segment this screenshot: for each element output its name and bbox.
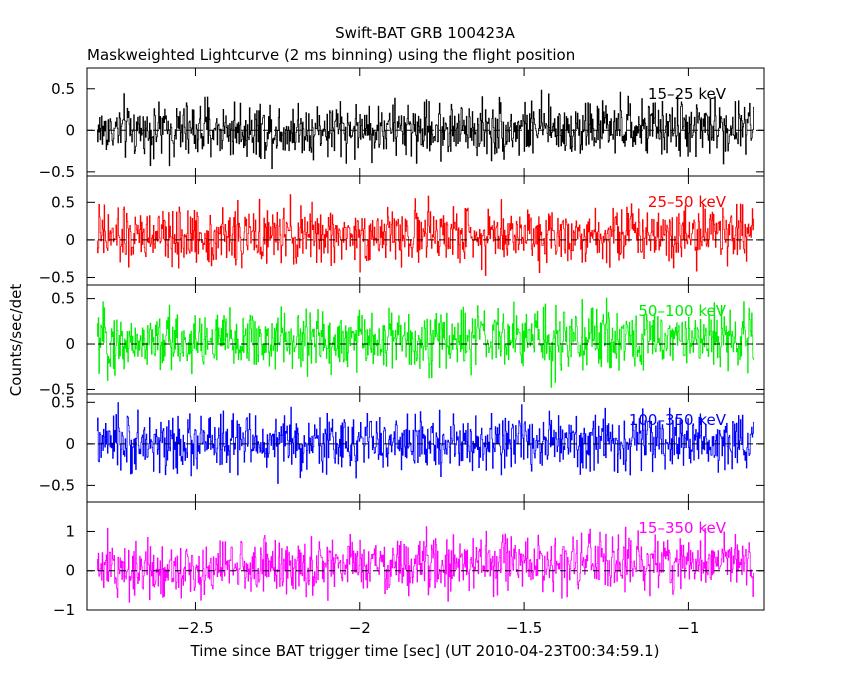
panel-4: −0.5 0 0.5 100–350 keV bbox=[39, 393, 765, 503]
x-tick-label: −1 bbox=[677, 619, 699, 637]
panel-2: −0.5 0 0.5 25–50 keV bbox=[39, 175, 765, 286]
band-label: 15–350 keV bbox=[638, 519, 726, 537]
panel-1: −0.5 0 0.5 15–25 keV bbox=[39, 67, 765, 181]
series-line-4 bbox=[96, 402, 755, 484]
y-tick-label: 1 bbox=[65, 522, 75, 540]
x-axis-label: Time since BAT trigger time [sec] (UT 20… bbox=[190, 642, 660, 660]
y-tick-label: −1 bbox=[53, 601, 75, 619]
y-tick-label: −0.5 bbox=[39, 268, 75, 286]
y-tick-label: 0 bbox=[65, 121, 75, 139]
chart-subtitle: Maskweighted Lightcurve (2 ms binning) u… bbox=[87, 46, 575, 64]
panel-frame bbox=[86, 501, 765, 611]
series-line-5 bbox=[96, 526, 755, 603]
x-tick-label: −2.5 bbox=[177, 619, 213, 637]
x-axis: −2.5 −2 −1.5 −1 bbox=[177, 619, 699, 637]
series-line-3 bbox=[96, 297, 755, 388]
y-tick-label: 0 bbox=[65, 231, 75, 249]
y-tick-label: −0.5 bbox=[39, 163, 75, 181]
y-tick-label: 0 bbox=[65, 562, 75, 580]
panel-3: −0.5 0 0.5 50–100 keV bbox=[39, 284, 765, 398]
series-line-1 bbox=[96, 89, 755, 169]
y-tick-label: 0.5 bbox=[51, 193, 75, 211]
y-tick-label: 0 bbox=[65, 435, 75, 453]
y-tick-label: 0 bbox=[65, 335, 75, 353]
band-label: 15–25 keV bbox=[648, 85, 727, 103]
y-tick-label: 0.5 bbox=[51, 80, 75, 98]
y-axis-label: Counts/sec/det bbox=[7, 284, 25, 397]
band-label: 25–50 keV bbox=[648, 193, 727, 211]
y-tick-label: −0.5 bbox=[39, 380, 75, 398]
x-tick-label: −1.5 bbox=[506, 619, 542, 637]
y-tick-label: −0.5 bbox=[39, 476, 75, 494]
band-label: 50–100 keV bbox=[638, 302, 726, 320]
x-tick-label: −2 bbox=[349, 619, 371, 637]
series-line-2 bbox=[96, 194, 755, 276]
y-tick-label: 0.5 bbox=[51, 290, 75, 308]
panels-group: −0.5 0 0.5 15–25 keV −0.5 0 0.5 25–50 keV −0.5 0 0… bbox=[39, 67, 765, 619]
chart-title: Swift-BAT GRB 100423A bbox=[335, 24, 515, 42]
y-tick-label: 0.5 bbox=[51, 393, 75, 411]
band-label: 100–350 keV bbox=[629, 411, 727, 429]
panel-5: −1 0 1 15–350 keV bbox=[53, 501, 765, 619]
